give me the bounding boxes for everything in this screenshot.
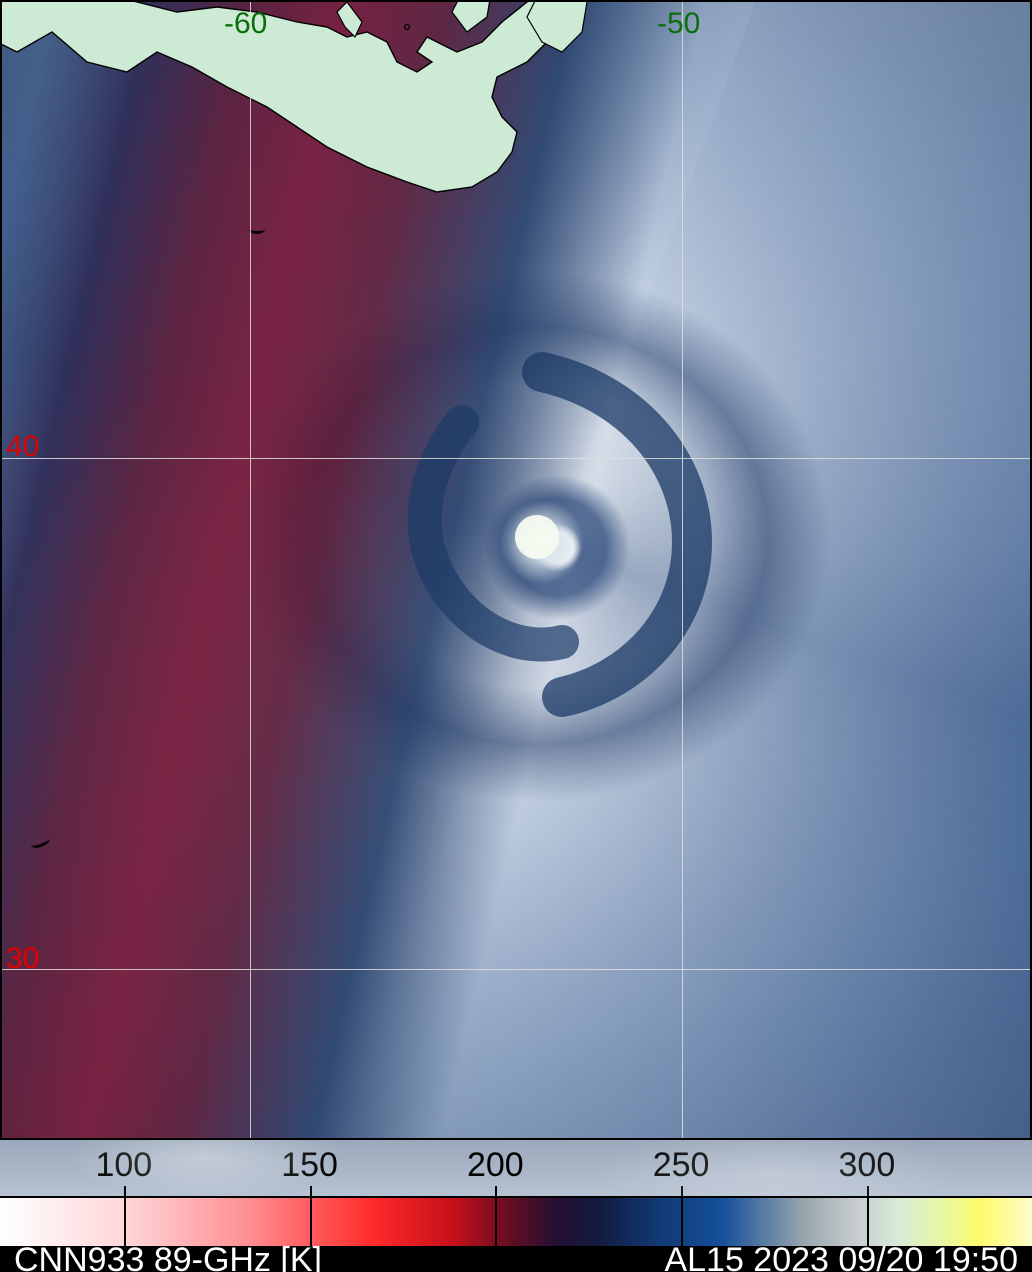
landmass-outline [0,0,617,247]
tick-label-200: 200 [467,1146,524,1185]
latitude-label-40: 40 [6,430,39,464]
storm-id-label: AL15 2023 09/20 19:50 [664,1243,1018,1272]
latitude-label-30: 30 [6,942,39,976]
longitude-gridline-60 [250,2,251,1138]
latitude-gridline-30 [2,969,1030,970]
colorbar-divider-4 [681,1198,683,1246]
satellite-imagery-panel: -60 -50 40 30 [0,0,1032,1140]
channel-label: CNN933 89-GHz [K] [14,1243,322,1272]
tick-mark-100 [124,1186,126,1196]
tick-mark-200 [495,1186,497,1196]
colorbar-divider-1 [124,1198,126,1246]
colorbar-footer-panel: 100 150 200 250 300 CNN933 89-GHz [K] AL… [0,1140,1032,1272]
colorbar-footer-text-row: CNN933 89-GHz [K] AL15 2023 09/20 19:50 [0,1246,1032,1272]
colorbar-gradient[interactable] [0,1196,1032,1246]
longitude-gridline-50 [682,2,683,1138]
tick-mark-250 [681,1186,683,1196]
satellite-image-root: -60 -50 40 30 100 150 200 250 300 CNN933… [0,0,1032,1272]
tick-label-300: 300 [839,1146,896,1185]
colorbar-divider-3 [495,1198,497,1246]
tick-mark-300 [867,1186,869,1196]
tick-label-100: 100 [95,1146,152,1185]
colorbar-divider-5 [867,1198,869,1246]
storm-eye-spiral [332,332,752,752]
longitude-label-60: -60 [224,7,267,41]
sable-island-marker [29,834,51,850]
tick-label-250: 250 [653,1146,710,1185]
latitude-gridline-40 [2,458,1030,459]
small-island-marker [249,225,265,234]
tick-mark-150 [310,1186,312,1196]
longitude-label-50: -50 [657,7,700,41]
colorbar-divider-2 [310,1198,312,1246]
tick-label-150: 150 [281,1146,338,1185]
colorbar-tick-area: 100 150 200 250 300 [0,1140,1032,1196]
